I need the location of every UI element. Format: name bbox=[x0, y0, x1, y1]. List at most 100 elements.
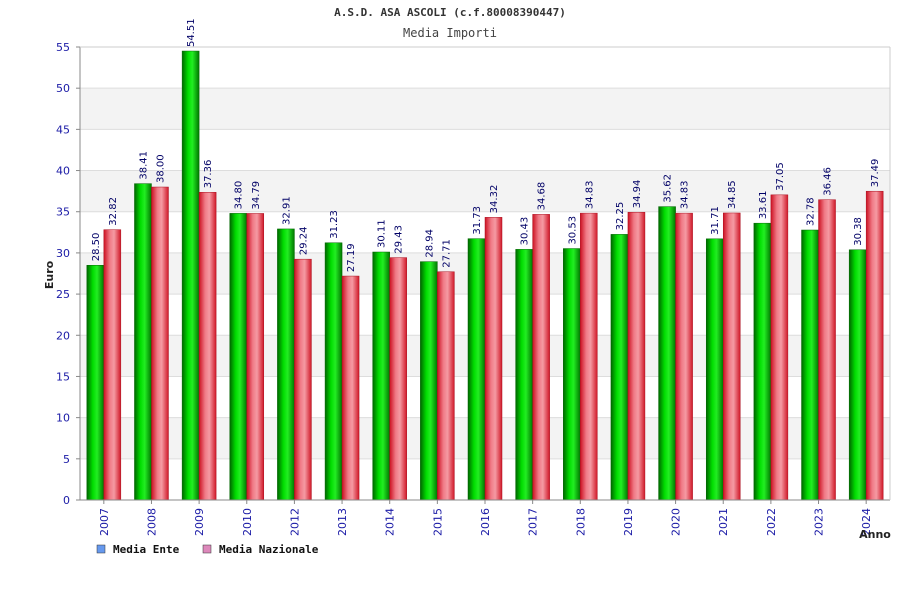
data-label-media-ente: 31.73 bbox=[472, 206, 483, 235]
bar-media-ente bbox=[229, 213, 248, 501]
y-tick-label: 30 bbox=[56, 247, 70, 260]
x-tick-label: 2022 bbox=[765, 508, 778, 536]
x-tick-label: 2017 bbox=[527, 508, 540, 536]
bar-media-nazionale bbox=[294, 258, 312, 501]
chart-subtitle: Media Importi bbox=[403, 26, 497, 40]
y-axis-label: Euro bbox=[43, 260, 56, 289]
data-labels-group: 28.50 32.82 38.41 38.00 54.51 37.36 34.80 34.79… bbox=[91, 18, 881, 272]
x-tick-label: 2015 bbox=[431, 508, 444, 536]
data-label-media-nazionale: 32.82 bbox=[108, 197, 119, 226]
x-tick-label: 2019 bbox=[622, 508, 635, 536]
bar-media-ente bbox=[277, 228, 295, 501]
grid-band bbox=[80, 88, 890, 130]
data-label-media-nazionale: 37.05 bbox=[775, 162, 786, 191]
data-label-media-ente: 30.38 bbox=[853, 217, 864, 246]
bar-media-ente bbox=[705, 238, 724, 501]
bar-media-nazionale bbox=[151, 186, 169, 501]
x-tick-label: 2014 bbox=[384, 508, 397, 536]
bar-media-nazionale bbox=[770, 194, 789, 501]
x-tick-label: 2023 bbox=[813, 508, 826, 536]
y-tick-label: 10 bbox=[56, 412, 70, 425]
data-label-media-nazionale: 36.46 bbox=[823, 167, 834, 196]
data-label-media-ente: 38.41 bbox=[138, 151, 149, 180]
bar-media-ente bbox=[563, 248, 581, 501]
chart-title: A.S.D. ASA ASCOLI (c.f.80008390447) bbox=[334, 6, 566, 19]
x-tick-label: 2021 bbox=[717, 508, 730, 536]
data-label-media-ente: 30.53 bbox=[567, 216, 578, 245]
x-tick-label: 2010 bbox=[241, 508, 254, 536]
data-label-media-nazionale: 34.94 bbox=[632, 180, 643, 209]
data-label-media-ente: 31.71 bbox=[710, 206, 721, 235]
data-label-media-nazionale: 29.24 bbox=[298, 227, 309, 256]
bar-media-nazionale bbox=[627, 211, 646, 501]
axes-group: 0 5 10 15 20 25 30 35 40 45 50 55 2007 2008 2009 2010 20… bbox=[56, 41, 891, 536]
data-label-media-nazionale: 34.68 bbox=[537, 182, 548, 211]
bar-media-ente bbox=[848, 249, 867, 501]
x-tick-label: 2024 bbox=[860, 508, 873, 536]
legend-swatch-ente bbox=[96, 544, 106, 554]
y-tick-label: 40 bbox=[56, 165, 70, 178]
data-label-media-ente: 31.23 bbox=[329, 210, 340, 239]
data-label-media-ente: 28.50 bbox=[91, 233, 102, 262]
data-label-media-ente: 33.61 bbox=[758, 191, 769, 220]
x-tick-label: 2018 bbox=[574, 508, 587, 536]
x-tick-label: 2013 bbox=[336, 508, 349, 536]
bar-media-nazionale bbox=[341, 275, 360, 501]
bar-media-ente bbox=[134, 183, 152, 501]
bar-media-nazionale bbox=[865, 190, 884, 501]
data-label-media-ente: 54.51 bbox=[186, 18, 197, 47]
bar-media-nazionale bbox=[198, 192, 217, 501]
bar-media-nazionale bbox=[437, 271, 455, 501]
bar-media-nazionale bbox=[103, 229, 122, 501]
legend-label-nazionale: Media Nazionale bbox=[219, 543, 319, 556]
legend-label-ente: Media Ente bbox=[113, 543, 180, 556]
bar-media-nazionale bbox=[246, 213, 265, 501]
data-label-media-ente: 30.11 bbox=[377, 219, 388, 248]
bar-media-ente bbox=[610, 234, 629, 501]
data-label-media-nazionale: 37.36 bbox=[203, 160, 214, 189]
bar-media-ente bbox=[86, 265, 105, 501]
data-label-media-nazionale: 37.49 bbox=[870, 159, 881, 188]
bar-media-nazionale bbox=[722, 212, 741, 501]
bar-media-nazionale bbox=[389, 257, 407, 501]
x-tick-label: 2020 bbox=[670, 508, 683, 536]
bar-media-ente bbox=[658, 206, 676, 501]
data-label-media-ente: 35.62 bbox=[663, 174, 674, 203]
x-tick-label: 2007 bbox=[98, 508, 111, 536]
x-tick-label: 2008 bbox=[145, 508, 158, 536]
bar-media-ente bbox=[420, 261, 438, 501]
data-label-media-nazionale: 34.79 bbox=[251, 181, 262, 210]
data-label-media-ente: 32.25 bbox=[615, 202, 626, 231]
bar-media-nazionale bbox=[484, 217, 503, 501]
y-tick-label: 25 bbox=[56, 288, 70, 301]
bar-media-nazionale bbox=[818, 199, 836, 501]
y-tick-label: 50 bbox=[56, 82, 70, 95]
bar-media-ente bbox=[753, 222, 772, 501]
data-label-media-ente: 30.43 bbox=[520, 217, 531, 246]
y-tick-label: 15 bbox=[56, 370, 70, 383]
data-label-media-ente: 28.94 bbox=[424, 229, 435, 258]
x-axis-label: Anno bbox=[859, 528, 891, 541]
bar-media-ente bbox=[181, 50, 200, 501]
data-label-media-ente: 32.78 bbox=[806, 197, 817, 226]
bar-media-ente bbox=[801, 229, 819, 501]
y-tick-label: 20 bbox=[56, 329, 70, 342]
data-label-media-nazionale: 34.83 bbox=[680, 180, 691, 209]
x-tick-label: 2012 bbox=[288, 508, 301, 536]
bar-media-ente bbox=[372, 251, 390, 501]
data-label-media-nazionale: 34.32 bbox=[489, 185, 500, 214]
data-label-media-ente: 32.91 bbox=[281, 196, 292, 225]
bar-media-ente bbox=[467, 238, 486, 501]
bar-media-nazionale bbox=[532, 214, 550, 501]
y-tick-label: 45 bbox=[56, 123, 70, 136]
bar-media-nazionale bbox=[675, 212, 693, 501]
data-label-media-nazionale: 27.19 bbox=[346, 243, 357, 272]
data-label-media-nazionale: 38.00 bbox=[155, 154, 166, 183]
y-tick-label: 0 bbox=[63, 494, 70, 507]
x-tick-label: 2009 bbox=[193, 508, 206, 536]
y-tick-label: 5 bbox=[63, 453, 70, 466]
x-tick-label: 2016 bbox=[479, 508, 492, 536]
legend: Media Ente Media Nazionale bbox=[96, 543, 319, 556]
data-label-media-nazionale: 34.85 bbox=[727, 180, 738, 209]
